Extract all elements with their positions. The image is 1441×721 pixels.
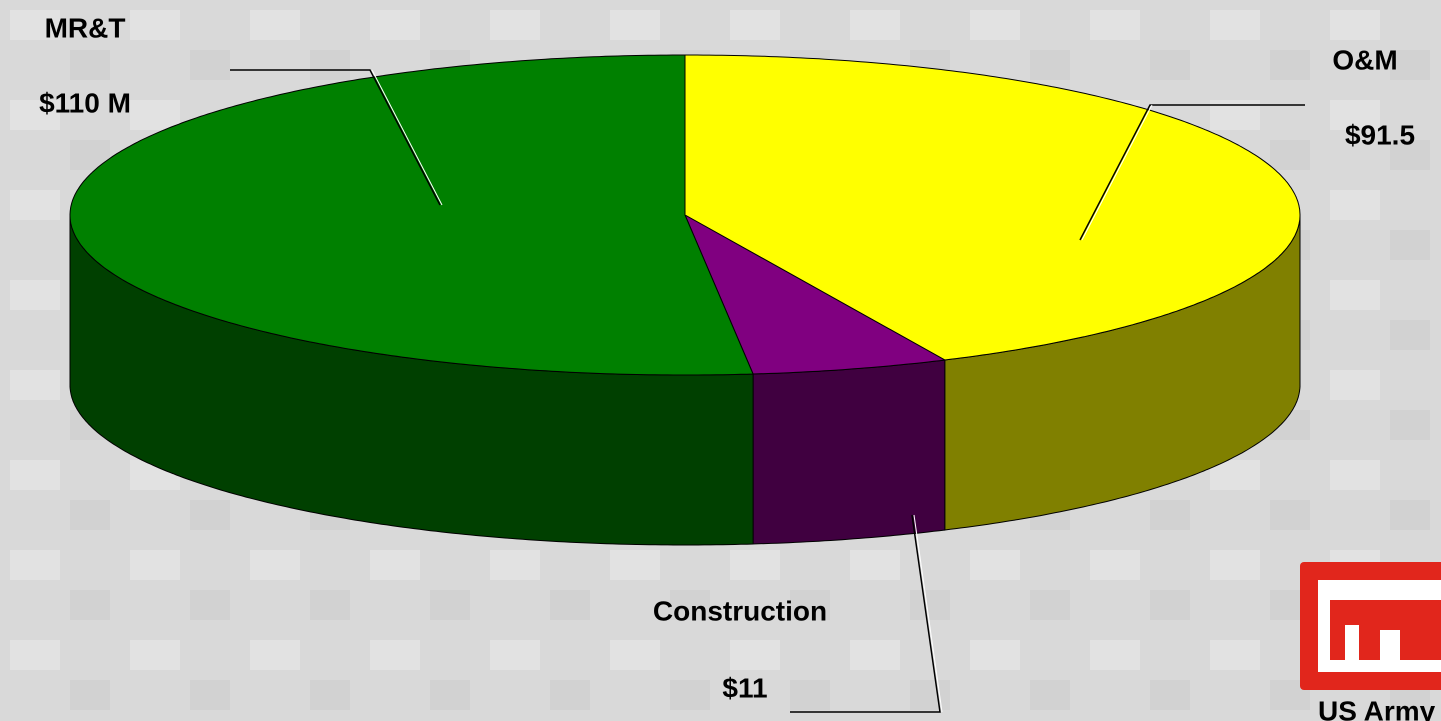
- value-label: $11: [722, 672, 767, 703]
- logo: US Army: [1300, 562, 1441, 721]
- slice-side: [752, 359, 946, 545]
- slice-top: [683, 213, 947, 375]
- leader-line: [230, 69, 441, 206]
- slice: [683, 213, 947, 545]
- leader-line: [913, 514, 943, 713]
- leader-line: [1081, 104, 1153, 241]
- slice-label: O&M: [1332, 44, 1397, 75]
- pie: O&M $91.5 Construction $11 MR&T $110 M: [39, 12, 1415, 713]
- slice-label: MR&T: [45, 12, 126, 43]
- slice-top: [69, 54, 754, 376]
- leader-line: [1079, 104, 1305, 241]
- value-label: $91.5: [1345, 119, 1415, 150]
- slice-label: Construction: [653, 595, 827, 626]
- value-label: $110 M: [39, 87, 131, 118]
- leader-line: [371, 69, 443, 206]
- slice: [69, 54, 754, 546]
- logo-text: US Army: [1318, 695, 1436, 721]
- leader-line: [790, 514, 941, 713]
- slice-top: [684, 54, 1301, 361]
